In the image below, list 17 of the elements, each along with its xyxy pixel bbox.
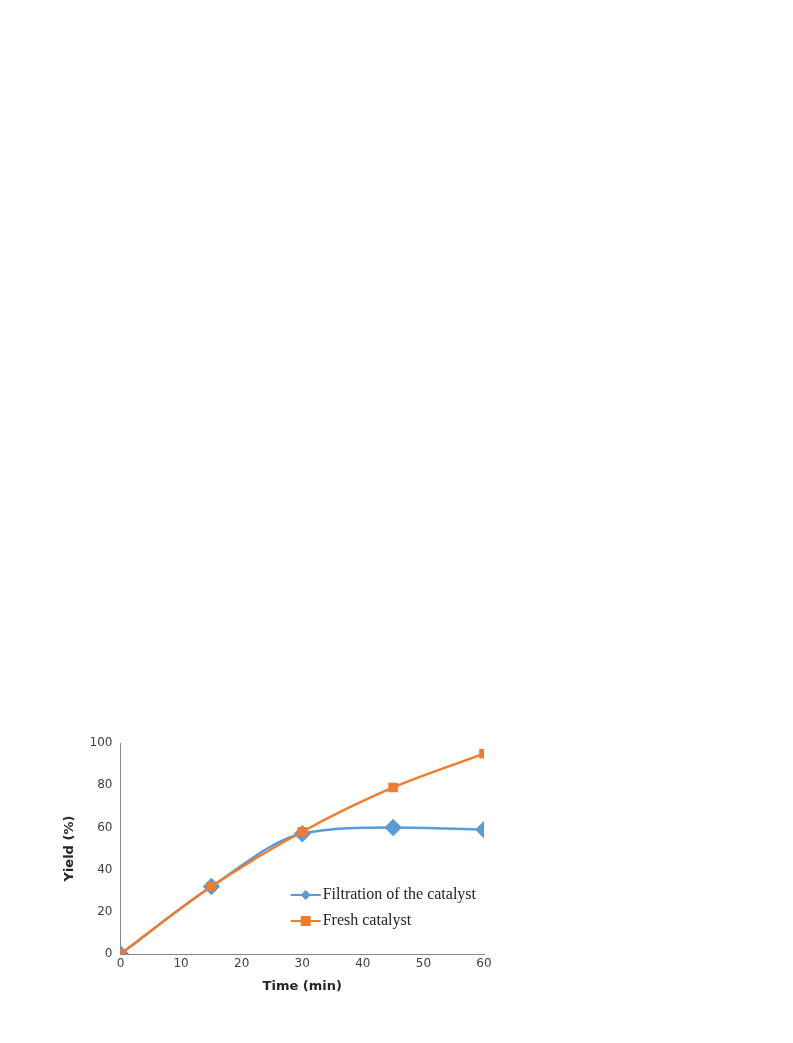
- y-tick-label: 80: [97, 777, 113, 792]
- x-tick-label: 60: [476, 956, 492, 971]
- x-tick-label: 20: [234, 956, 250, 971]
- y-axis-title: Yield (%): [61, 815, 77, 883]
- x-tick-label: 30: [294, 956, 310, 971]
- y-tick-label: 20: [97, 903, 113, 918]
- y-tick-label: 40: [97, 861, 113, 876]
- x-tick-label: 10: [173, 956, 189, 971]
- y-tick-label: 100: [89, 735, 113, 750]
- x-tick-label: 50: [415, 956, 432, 971]
- x-tick-label: 0: [116, 956, 125, 971]
- y-tick-label: 60: [97, 819, 113, 834]
- y-tick-label: 0: [104, 946, 113, 961]
- x-tick-label: 40: [355, 956, 371, 971]
- x-axis-title: Time (min): [262, 977, 342, 993]
- legend-label: Fresh catalyst: [322, 911, 412, 930]
- legend-label: Filtration of the catalyst: [322, 885, 477, 904]
